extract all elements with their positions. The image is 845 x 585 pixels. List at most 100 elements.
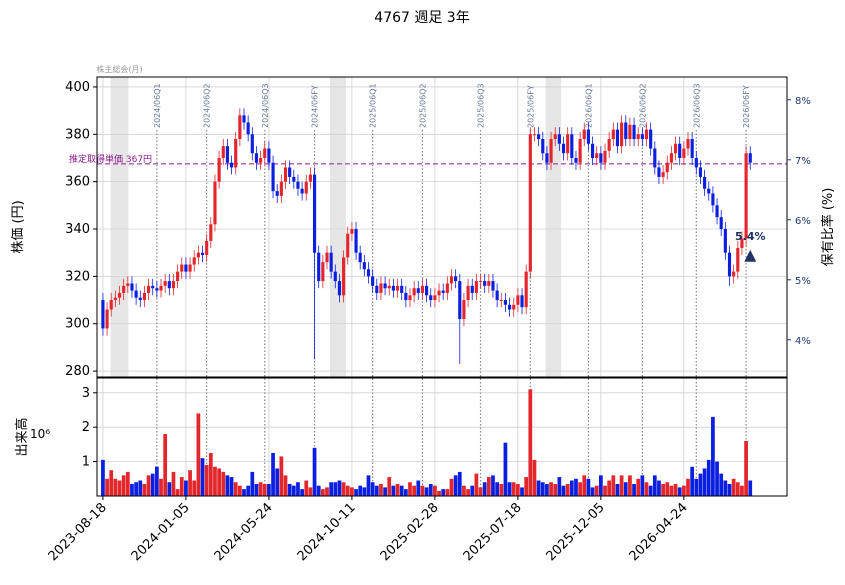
candle-body xyxy=(238,115,242,140)
candle-body xyxy=(445,283,449,293)
candle-body xyxy=(275,191,279,196)
candle-body xyxy=(387,285,391,289)
candle-body xyxy=(669,153,673,163)
volume-bar xyxy=(661,483,665,496)
candle-body xyxy=(171,281,176,289)
volume-bar xyxy=(287,483,292,496)
candle-body xyxy=(541,139,545,154)
volume-bar xyxy=(445,489,450,496)
volume-bar xyxy=(345,485,350,496)
volume-bar xyxy=(121,475,126,496)
y-tick-label: 320 xyxy=(65,269,90,284)
candle-body xyxy=(483,281,487,286)
volume-bar xyxy=(395,483,400,496)
volume-bar xyxy=(229,477,234,496)
volume-bar xyxy=(532,459,537,496)
volume-bar xyxy=(702,468,707,496)
volume-bar xyxy=(370,482,375,496)
volume-bar xyxy=(462,485,466,496)
volume-bar xyxy=(391,485,396,496)
candle-body xyxy=(429,295,433,301)
volume-bar xyxy=(200,458,205,496)
event-label: 2024/06Q3 xyxy=(261,83,270,128)
candle-body xyxy=(263,148,267,158)
volume-bar xyxy=(582,475,587,496)
candle-body xyxy=(566,134,570,154)
candle-body xyxy=(732,271,736,277)
volume-scale-label: 10⁶ xyxy=(30,427,50,441)
candle-body xyxy=(653,148,657,168)
shaded-period xyxy=(545,77,562,377)
volume-bar xyxy=(673,483,678,496)
volume-bar xyxy=(242,489,246,496)
volume-bar xyxy=(453,475,458,496)
candle-body xyxy=(134,290,138,298)
volume-bar xyxy=(175,489,180,496)
volume-bar xyxy=(267,483,271,496)
candle-body xyxy=(715,205,719,218)
candle-body xyxy=(105,309,109,329)
candle-body xyxy=(308,174,312,182)
volume-bar xyxy=(520,487,524,496)
volume-bar xyxy=(665,482,670,496)
candle-body xyxy=(379,283,383,293)
candle-body xyxy=(433,295,437,301)
candle-body xyxy=(283,167,288,182)
candle-body xyxy=(624,122,628,140)
x-tick-label: 2023-08-18 xyxy=(46,500,110,564)
candle-body xyxy=(532,134,537,136)
volume-bar xyxy=(125,471,130,496)
volume-bar xyxy=(545,483,549,496)
candle-body xyxy=(590,143,595,158)
candle-body xyxy=(250,134,254,154)
candle-body xyxy=(229,162,234,168)
y-tick-label: 340 xyxy=(65,222,90,237)
volume-y-tick-label: 3 xyxy=(82,386,90,401)
volume-bar xyxy=(279,456,284,496)
event-label: 2026/06Q1 xyxy=(584,83,593,128)
volume-bar xyxy=(142,483,147,496)
candle-body xyxy=(113,297,117,301)
volume-bar xyxy=(155,466,159,496)
volume-bar xyxy=(657,480,661,496)
volume-bar xyxy=(196,413,201,496)
volume-bar xyxy=(652,475,657,496)
candle-body xyxy=(470,285,474,293)
candle-body xyxy=(673,143,678,154)
candle-body xyxy=(126,283,130,286)
volume-bar xyxy=(291,485,296,496)
volume-bar xyxy=(184,480,188,496)
volume-bar xyxy=(731,478,736,496)
volume-bar xyxy=(308,487,313,496)
candle-body xyxy=(727,252,732,277)
candle-body xyxy=(412,288,416,296)
volume-bar xyxy=(735,482,740,496)
candle-body xyxy=(694,157,698,168)
volume-y-tick-label: 2 xyxy=(82,420,90,435)
volume-bar xyxy=(258,482,263,496)
event-label: 2024/06Q2 xyxy=(203,83,212,128)
volume-bar xyxy=(482,482,487,496)
x-tick-label: 2025-12-05 xyxy=(544,500,608,564)
candle-body xyxy=(395,285,400,291)
event-label: 2025/06FY xyxy=(526,85,535,128)
volume-bar xyxy=(403,489,408,496)
candle-body xyxy=(553,134,557,140)
candle-body xyxy=(665,162,669,173)
volume-bar xyxy=(208,452,213,496)
candle-body xyxy=(719,217,723,230)
volume-bar xyxy=(706,459,711,496)
candle-body xyxy=(209,224,213,241)
volume-bar xyxy=(623,482,628,496)
event-label: 2026/06Q3 xyxy=(692,83,701,128)
volume-bar xyxy=(171,471,176,496)
candle-body xyxy=(196,252,200,258)
volume-bar xyxy=(387,477,392,496)
price-frame xyxy=(96,76,788,378)
candle-body xyxy=(454,276,458,282)
candle-body xyxy=(296,181,300,189)
y-tick-label: 380 xyxy=(65,127,90,142)
volume-bar xyxy=(179,477,184,496)
volume-bar xyxy=(383,487,387,496)
volume-bar xyxy=(109,470,114,496)
